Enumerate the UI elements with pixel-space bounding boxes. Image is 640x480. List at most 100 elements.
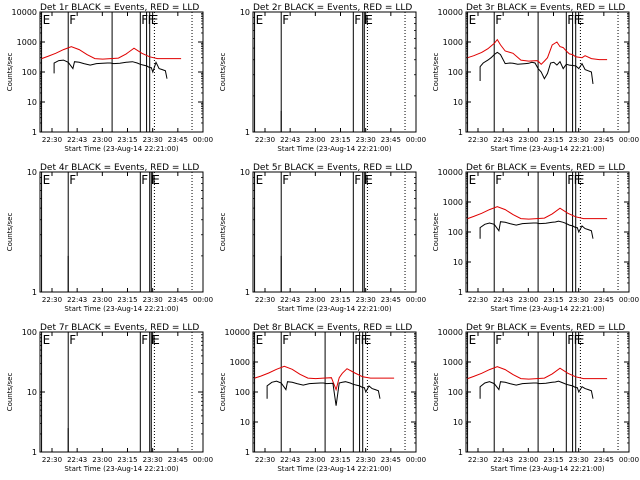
plot-panel: Det 1r BLACK = Events, RED = LLD 1 10 100 10… [6,3,213,153]
plot-frame [252,171,417,293]
event-line-label: E [43,173,51,187]
y-tick-label: 1 [458,128,463,137]
plot-title: Det 8r BLACK = Events, RED = LLD [253,323,412,333]
x-tick-label: 22:30 [255,456,275,464]
y-tick-label: 10 [240,168,250,177]
event-line-label: E [43,13,51,27]
event-line-label: F [151,333,158,347]
y-tick-label: 10 [453,258,463,267]
event-line-label: F [354,13,361,27]
x-tick-label: 00:00 [619,136,639,144]
y-tick-label: 1 [32,448,37,457]
plot-panel: Det 9r BLACK = Events, RED = LLD 1 10 100 10… [432,323,639,473]
y-tick-label: 100 [235,388,250,397]
event-line-label: F [574,13,581,27]
x-axis-label: Start Time (23-Aug-14 22:21:00) [277,305,391,313]
x-tick-label: 23:30 [356,136,376,144]
event-line-label: F [364,173,371,187]
events-rate-line [53,59,168,79]
lld-rate-line [467,206,608,220]
x-tick-label: 22:43 [280,296,300,304]
event-line-label: F [364,13,371,27]
x-tick-label: 22:43 [493,456,513,464]
event-line-label: F [69,173,76,187]
x-tick-label: 23:00 [92,296,112,304]
y-tick-label: 10 [453,418,463,427]
y-axis-label: Counts/sec [219,373,227,412]
events-rate-line [479,51,594,84]
plot-frame [39,11,204,133]
x-tick-label: 23:45 [594,456,614,464]
events-rate-line [479,220,594,239]
event-line-label: F [282,13,289,27]
y-tick-label: 10 [240,418,250,427]
plot-title: Det 5r BLACK = Events, RED = LLD [253,163,412,173]
event-line-label: F [567,333,574,347]
x-tick-label: 22:43 [67,296,87,304]
x-tick-label: 23:45 [381,136,401,144]
plot-panel: Det 5r BLACK = Events, RED = LLD 1 10 Count… [219,163,426,313]
x-tick-label: 23:00 [518,456,538,464]
y-tick-label: 1 [458,288,463,297]
event-line-label: E [469,333,477,347]
event-line-label: F [574,173,581,187]
event-line-label: F [567,173,574,187]
x-tick-label: 23:00 [518,296,538,304]
event-line-label: E [256,13,264,27]
y-tick-label: 10000 [12,8,37,17]
plot-title: Det 2r BLACK = Events, RED = LLD [253,3,412,13]
y-tick-label: 100 [22,328,37,337]
x-tick-label: 00:00 [406,136,426,144]
x-axis-label: Start Time (23-Aug-14 22:21:00) [490,305,604,313]
plot-panel: Det 3r BLACK = Events, RED = LLD 1 10 100 10… [432,3,639,153]
event-line-label: E [365,13,373,27]
x-tick-label: 00:00 [406,296,426,304]
x-tick-label: 23:15 [543,296,563,304]
lld-rate-line [41,46,182,60]
event-line-label: F [282,173,289,187]
x-tick-label: 23:00 [305,136,325,144]
x-axis-label: Start Time (23-Aug-14 22:21:00) [490,145,604,153]
x-tick-label: 22:30 [42,456,62,464]
plot-title: Det 6r BLACK = Events, RED = LLD [466,163,625,173]
x-tick-label: 23:15 [543,136,563,144]
x-tick-label: 23:15 [330,296,350,304]
event-line-label: F [574,333,581,347]
plot-title: Det 9r BLACK = Events, RED = LLD [466,323,625,333]
x-tick-label: 22:43 [67,136,87,144]
x-tick-label: 23:30 [356,456,376,464]
x-axis-label: Start Time (23-Aug-14 22:21:00) [64,305,178,313]
y-tick-label: 10000 [225,328,250,337]
x-tick-label: 23:45 [594,296,614,304]
x-tick-label: 22:30 [42,136,62,144]
x-tick-label: 23:45 [168,456,188,464]
plot-panel: Det 6r BLACK = Events, RED = LLD 1 10 100 10… [432,163,639,313]
event-line-label: F [69,333,76,347]
plot-panel: Det 2r BLACK = Events, RED = LLD 1 10 Count… [219,3,426,153]
y-axis-label: Counts/sec [432,373,440,412]
x-tick-label: 23:30 [143,456,163,464]
plot-title: Det 1r BLACK = Events, RED = LLD [40,3,199,13]
plot-frame [39,331,204,453]
event-line-label: F [567,13,574,27]
x-tick-label: 23:15 [330,456,350,464]
x-tick-label: 22:43 [67,456,87,464]
x-tick-label: 00:00 [193,296,213,304]
event-line-label: E [469,13,477,27]
y-tick-label: 10 [240,8,250,17]
x-tick-label: 23:00 [518,136,538,144]
event-line-label: E [152,173,160,187]
x-tick-label: 00:00 [619,296,639,304]
x-axis-label: Start Time (23-Aug-14 22:21:00) [277,465,391,473]
x-tick-label: 23:30 [569,456,589,464]
lld-rate-line [467,38,608,66]
y-tick-label: 10 [27,388,37,397]
event-line-label: E [256,173,264,187]
y-tick-label: 10000 [438,328,463,337]
x-axis-label: Start Time (23-Aug-14 22:21:00) [277,145,391,153]
plot-title: Det 7r BLACK = Events, RED = LLD [40,323,199,333]
x-tick-label: 23:15 [117,296,137,304]
y-tick-label: 100 [448,68,463,77]
y-tick-label: 1 [32,128,37,137]
plot-panel: Det 8r BLACK = Events, RED = LLD 1 10 100 10… [219,323,426,473]
